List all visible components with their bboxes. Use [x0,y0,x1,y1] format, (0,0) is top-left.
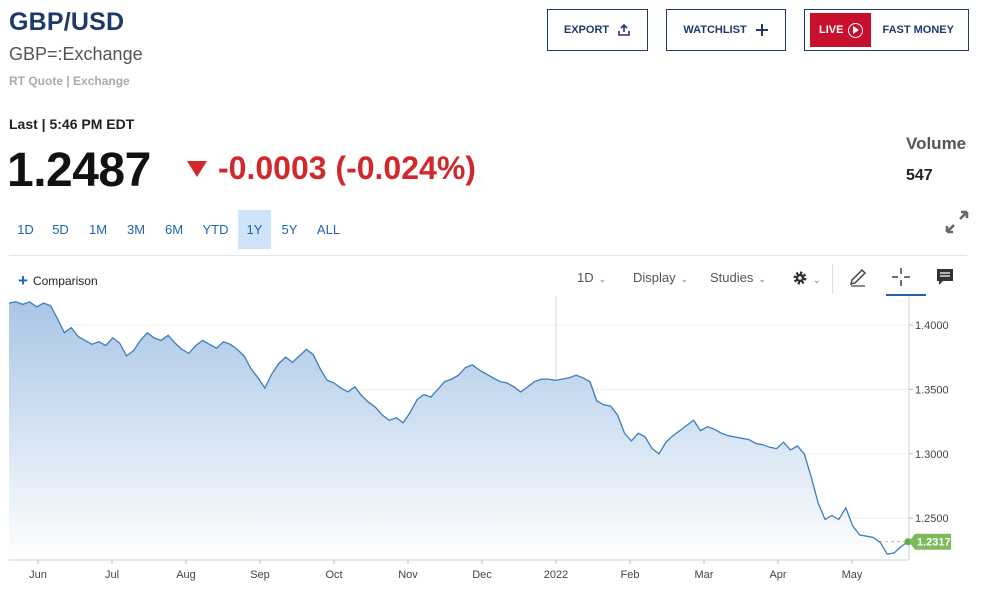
crosshair-active-indicator [886,294,926,296]
down-arrow-icon [187,161,207,177]
chevron-down-icon: ⌄ [680,274,689,284]
x-tick-label: 2022 [544,569,568,581]
toolbar-separator [832,264,833,294]
chevron-down-icon: ⌄ [813,275,821,285]
toolbar-divider [9,255,967,256]
y-tick-label: 1.2500 [915,513,949,525]
last-value-flag [909,533,951,550]
live-badge: LIVE [810,13,872,47]
chevron-down-icon: ⌄ [598,274,607,284]
live-fast-money-button[interactable]: LIVE FAST MONEY [804,9,969,51]
x-tick-label: Nov [398,569,418,581]
symbol-title: GBP/USD [9,8,125,36]
y-tick-label: 1.4000 [915,320,949,332]
studies-dropdown[interactable]: Studies ⌄ [710,270,766,285]
y-tick-label: 1.3500 [915,384,949,396]
expand-icon[interactable] [944,209,970,235]
x-tick-label: Feb [621,569,640,581]
comment-icon[interactable] [934,266,956,288]
share-icon [618,23,630,36]
chevron-down-icon: ⌄ [758,274,766,284]
range-tab-1d[interactable]: 1D [17,222,34,237]
time-range-tabs: 1D 5D 1M 3M 6M YTD 1Y 5Y ALL [9,210,349,249]
watchlist-label: WATCHLIST [683,24,747,36]
comparison-label: Comparison [32,273,98,288]
quote-type: RT Quote | Exchange [9,74,130,88]
range-tab-5y[interactable]: 5Y [281,222,298,237]
x-tick-label: Dec [472,569,492,581]
x-tick-label: Oct [325,569,342,581]
range-tab-ytd[interactable]: YTD [202,222,229,237]
last-price: 1.2487 [7,144,151,197]
plus-icon [755,24,768,36]
play-icon [848,22,864,38]
last-value-label: 1.2317 [917,537,951,549]
exchange-name: GBP=:Exchange [9,44,143,64]
x-tick-label: Mar [695,569,714,581]
gear-icon [793,271,807,285]
x-tick-label: Sep [250,569,270,581]
pencil-icon[interactable] [847,266,869,288]
crosshair-icon[interactable] [890,266,912,288]
watchlist-button[interactable]: WATCHLIST [666,9,786,51]
price-change: -0.0003 (-0.024%) [218,150,476,186]
x-tick-label: Apr [769,569,786,581]
range-tab-1y[interactable]: 1Y [238,210,271,249]
studies-label: Studies [710,270,754,285]
volume-value: 547 [906,167,933,184]
export-button[interactable]: EXPORT [547,9,648,51]
comparison-button[interactable]: + Comparison [18,272,98,289]
last-value-marker [904,538,912,546]
range-tab-all[interactable]: ALL [316,222,341,237]
fast-money-label: FAST MONEY [882,24,954,36]
y-tick-label: 1.3000 [915,449,949,461]
x-tick-label: May [842,569,863,581]
plus-icon: + [18,271,28,290]
interval-label: 1D [577,270,594,285]
chart-area-fill [9,301,908,560]
volume-label: Volume [906,134,967,153]
export-label: EXPORT [563,24,610,36]
settings-dropdown[interactable]: ⌄ [792,270,821,286]
display-label: Display [633,270,676,285]
range-tab-1m[interactable]: 1M [88,222,108,237]
display-dropdown[interactable]: Display ⌄ [633,270,688,285]
chart-price-line [8,301,909,555]
range-tab-3m[interactable]: 3M [126,222,146,237]
x-tick-label: Jul [105,569,119,581]
interval-dropdown[interactable]: 1D ⌄ [577,270,606,285]
range-tab-5d[interactable]: 5D [52,222,69,237]
range-tab-6m[interactable]: 6M [164,222,184,237]
x-tick-label: Aug [176,569,196,581]
live-label: LIVE [819,24,844,36]
price-chart[interactable]: 1.4000 1.3500 1.3000 1.2500 Jun Jul Aug Sep Oct N… [0,296,988,595]
last-trade-time: Last | 5:46 PM EDT [9,116,135,132]
x-tick-label: Jun [29,569,47,581]
